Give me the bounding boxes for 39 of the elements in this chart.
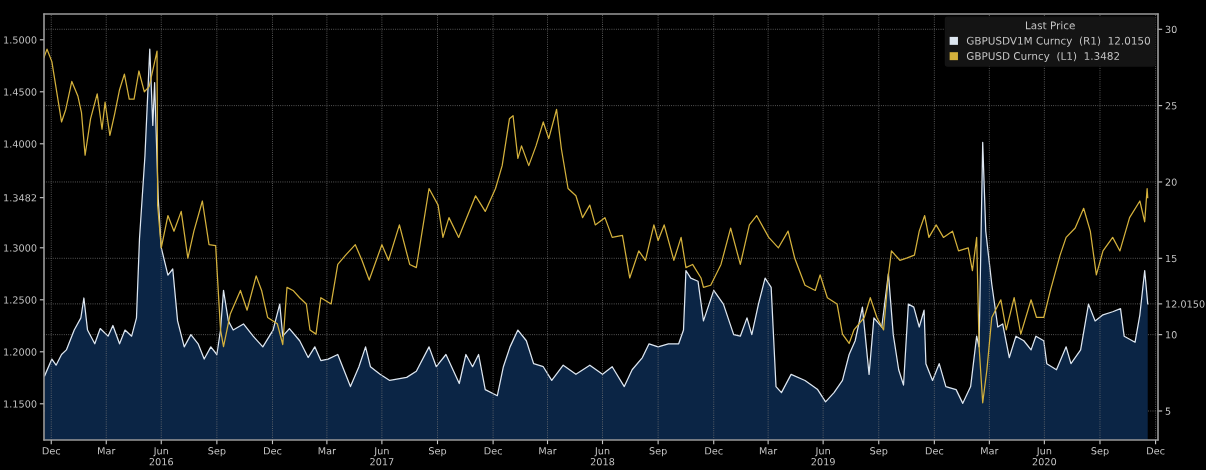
legend-label: GBPUSD Curncy (L1) 1.3482 <box>966 51 1120 62</box>
x-tick-label: Mar <box>759 447 778 455</box>
x-tick-label: Sep <box>428 447 447 457</box>
x-tick-label: Jun 2019 <box>811 447 835 466</box>
x-tick-label: Dec <box>42 447 61 455</box>
y-tick-label: 1.3482 <box>4 194 37 202</box>
y2-tick-label: 20 <box>1165 178 1177 186</box>
x-tick-label: Mar <box>318 447 337 455</box>
x-tick-label: Mar <box>98 447 116 455</box>
x-tick-label: Sep <box>870 447 888 457</box>
x-tick-label: Dec <box>1147 447 1165 455</box>
x-tick-label: Dec <box>484 447 502 455</box>
y-tick-label: 1.2500 <box>4 296 37 304</box>
x-tick-label: Sep <box>208 447 226 457</box>
y2-tick-label: 30 <box>1165 25 1177 34</box>
y-tick-label: 1.1500 <box>4 400 37 408</box>
x-tick-label: Dec <box>925 447 944 455</box>
x-tick-label: Jun 2016 <box>149 447 174 466</box>
y-tick-label: 1.4500 <box>4 88 37 96</box>
x-tick-label: Jun 2018 <box>590 447 615 466</box>
x-tick-label: Jun 2020 <box>1032 447 1057 466</box>
y2-tick-label: 10 <box>1166 331 1177 339</box>
legend-title: Last Price <box>1025 21 1075 30</box>
x-tick-label: Sep <box>649 447 667 457</box>
y-tick-label: 1.4000 <box>4 140 37 148</box>
x-tick-label: Sep <box>1091 447 1109 457</box>
x-tick-label: Jun 2017 <box>370 447 394 466</box>
y2-tick-label: 5 <box>1165 407 1171 415</box>
x-tick-label: Dec <box>264 447 282 455</box>
y-tick-label: 1.2000 <box>4 348 37 356</box>
y2-tick-label: 15 <box>1166 254 1177 263</box>
legend-label: GBPUSDV1M Curncy (R1) 12.0150 <box>966 36 1151 47</box>
x-tick-label: Mar <box>981 447 999 455</box>
y2-tick-label: 25 <box>1165 102 1177 110</box>
x-tick-label: Mar <box>539 447 557 455</box>
y-tick-label: 1.3000 <box>4 244 37 252</box>
x-tick-label: Dec <box>705 447 723 455</box>
y-tick-label: 1.5000 <box>4 36 37 44</box>
y2-tick-label: 12.0150 <box>1166 300 1205 308</box>
